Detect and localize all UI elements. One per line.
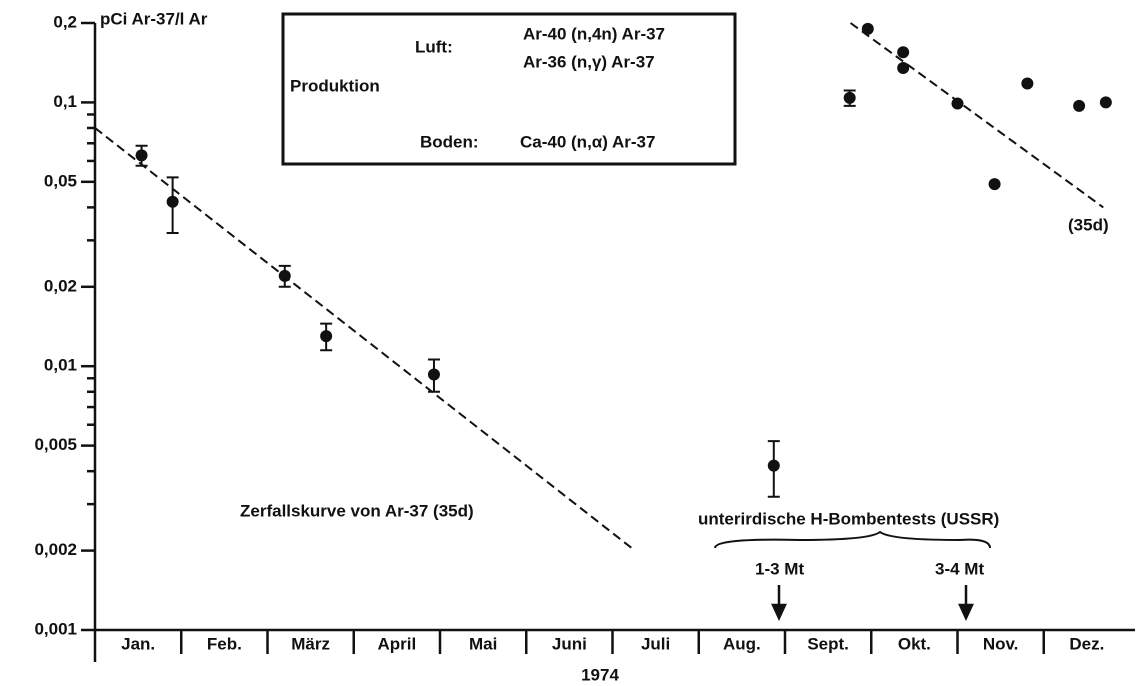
data-point [861,22,874,35]
fit-line [849,22,1104,209]
data-point [843,91,856,104]
data-point [166,195,179,208]
annotation: Zerfallskurve von Ar-37 (35d) [240,501,474,520]
y-tick-label: 0,1 [53,92,77,111]
annotation: unterirdische H-Bombentests (USSR) [698,509,999,528]
arrow [958,585,974,621]
y-tick-label: 0,002 [34,540,77,559]
x-tick-label: Dez. [1069,634,1104,653]
legend-box [281,12,737,166]
data-point [988,178,1001,191]
x-tick-label: Mai [469,634,497,653]
x-tick-label: Jan. [121,634,155,653]
data-point [1073,99,1086,112]
y-tick-label: 0,2 [53,12,77,31]
legend-label: Boden: [420,132,479,151]
x-tick-label: Nov. [983,634,1019,653]
y-tick-label: 0,001 [34,619,77,638]
x-tick-label: Juli [641,634,670,653]
legend-text: Ar-36 (n,γ) Ar-37 [523,52,655,71]
data-point [951,97,964,110]
data-point [135,149,148,162]
y-tick-label: 0,05 [44,171,77,190]
data-point [897,62,910,75]
annotation: 3-4 Mt [935,559,984,578]
y-tick-label: 0,02 [44,276,77,295]
legend-label: Luft: [415,37,453,56]
x-tick-label: April [378,634,417,653]
fit-line [94,127,636,552]
data-point [1021,77,1034,90]
data-point [278,269,291,282]
y-tick-label: 0,01 [44,356,77,375]
data-point [1099,96,1112,109]
data-point [767,459,780,472]
legend-text: Ca-40 (n,α) Ar-37 [520,132,655,151]
data-point [427,368,440,381]
brace [714,530,991,549]
x-tick-label: Sept. [807,634,849,653]
data-point [320,330,333,343]
legend-text: Ar-40 (n,4n) Ar-37 [523,24,665,43]
x-axis-label: 1974 [581,665,619,684]
data-point [897,46,910,59]
arrow [771,585,787,621]
x-tick-label: März [291,634,330,653]
annotation: (35d) [1068,215,1109,234]
y-axis-label: pCi Ar-37/l Ar [100,9,208,28]
x-tick-label: Okt. [898,634,931,653]
x-tick-label: Feb. [207,634,242,653]
legend-title: Produktion [290,76,380,95]
y-tick-label: 0,005 [34,435,77,454]
annotation: 1-3 Mt [755,559,804,578]
x-tick-label: Juni [552,634,587,653]
x-tick-label: Aug. [723,634,761,653]
